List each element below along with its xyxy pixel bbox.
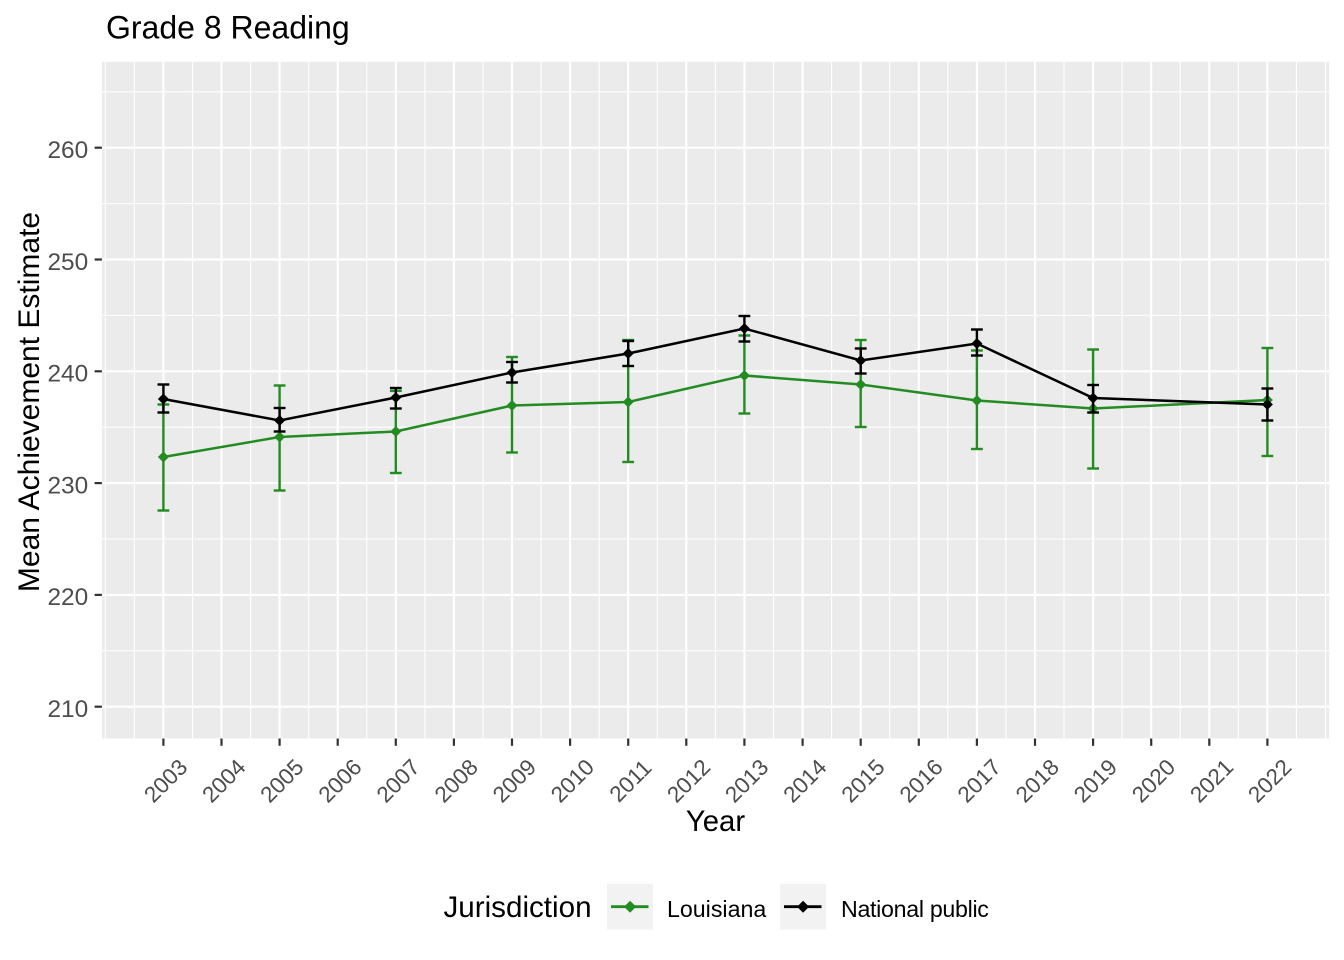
- svg-text:240: 240: [47, 361, 88, 388]
- svg-text:Year: Year: [686, 805, 745, 838]
- svg-text:250: 250: [47, 249, 88, 276]
- svg-text:Jurisdiction: Jurisdiction: [444, 891, 592, 924]
- svg-text:210: 210: [47, 696, 88, 723]
- svg-text:Grade 8 Reading: Grade 8 Reading: [106, 9, 350, 45]
- svg-text:260: 260: [47, 137, 88, 164]
- svg-text:Mean Achievement Estimate: Mean Achievement Estimate: [13, 212, 46, 592]
- svg-text:230: 230: [47, 472, 88, 499]
- svg-text:Louisiana: Louisiana: [667, 896, 766, 922]
- svg-text:National public: National public: [841, 896, 989, 922]
- svg-text:220: 220: [47, 584, 88, 611]
